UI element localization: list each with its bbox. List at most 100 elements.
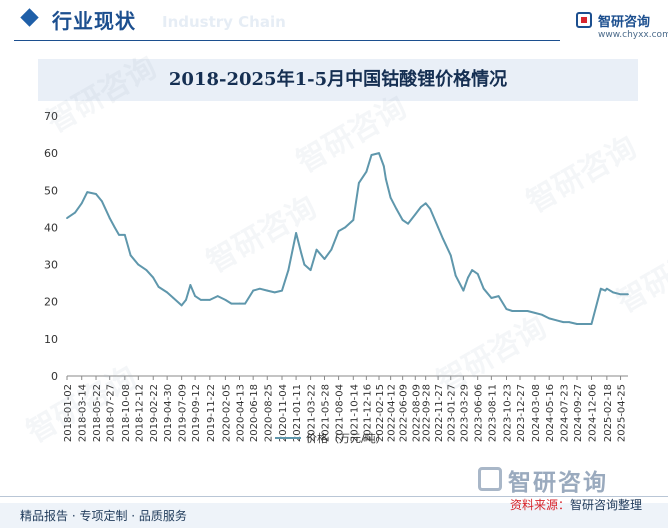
x-tick-label: 2021-10-14 bbox=[349, 384, 360, 442]
data-point bbox=[238, 302, 241, 305]
data-point bbox=[476, 272, 479, 275]
y-tick-label: 40 bbox=[44, 221, 58, 234]
footer-brand: 智研咨询 bbox=[508, 470, 608, 496]
x-tick-label: 2018-03-14 bbox=[78, 384, 89, 442]
data-point bbox=[157, 285, 160, 288]
data-point bbox=[424, 202, 427, 205]
data-point bbox=[208, 298, 211, 301]
data-point bbox=[86, 191, 89, 194]
x-tick-label: 2021-08-04 bbox=[335, 384, 346, 442]
data-point bbox=[429, 207, 432, 210]
data-point bbox=[599, 287, 602, 290]
data-point bbox=[101, 200, 103, 203]
data-point bbox=[189, 284, 192, 286]
brand-url: www.chyxx.com bbox=[598, 30, 668, 40]
data-point bbox=[123, 233, 126, 236]
x-tick-label: 2019-11-22 bbox=[206, 384, 217, 442]
x-tick-label: 2018-01-02 bbox=[63, 384, 74, 442]
data-point bbox=[471, 269, 473, 272]
data-point bbox=[315, 248, 318, 251]
chart-title: 2018-2025年1-5月中国钴酸锂价格情况 bbox=[168, 69, 508, 90]
x-tick-label: 2022-09-28 bbox=[422, 384, 433, 442]
x-tick-label: 2024-05-16 bbox=[545, 384, 556, 442]
data-point bbox=[526, 310, 529, 312]
data-point bbox=[389, 196, 392, 199]
data-point bbox=[401, 219, 404, 221]
data-point bbox=[180, 304, 183, 307]
data-point bbox=[216, 295, 219, 298]
x-tick-label: 2024-03-08 bbox=[531, 384, 542, 442]
data-point bbox=[145, 269, 148, 272]
brand-name: 智研咨询 bbox=[598, 15, 651, 30]
x-tick-label: 2021-05-28 bbox=[320, 384, 331, 442]
x-tick-label: 2019-09-12 bbox=[191, 384, 202, 442]
x-tick-label: 2023-12-27 bbox=[516, 384, 527, 442]
data-point bbox=[244, 302, 246, 305]
x-tick-label: 2024-12-06 bbox=[588, 384, 599, 442]
data-point bbox=[505, 308, 508, 311]
chart-title-band: 2018-2025年1-5月中国钴酸锂价格情况 bbox=[38, 59, 638, 101]
footer-band bbox=[0, 503, 668, 528]
data-point bbox=[437, 226, 439, 229]
data-point bbox=[627, 293, 629, 296]
data-point bbox=[152, 276, 155, 279]
y-tick-label: 50 bbox=[44, 184, 58, 197]
x-tick-label: 2020-11-04 bbox=[278, 384, 289, 442]
data-point bbox=[224, 298, 227, 301]
data-point bbox=[230, 302, 233, 305]
x-tick-label: 2018-12-12 bbox=[134, 384, 145, 442]
data-point bbox=[172, 297, 175, 299]
data-point bbox=[414, 213, 417, 216]
x-tick-label: 2021-12-16 bbox=[362, 384, 373, 442]
footer-tagline: 精品报告 · 专项定制 · 品质服务 bbox=[20, 509, 187, 523]
y-tick-label: 60 bbox=[44, 147, 58, 160]
footer-logo-icon bbox=[478, 467, 502, 491]
data-point bbox=[534, 311, 536, 314]
data-point bbox=[185, 298, 187, 301]
data-point bbox=[568, 321, 571, 324]
data-point bbox=[337, 230, 340, 233]
data-point bbox=[200, 298, 202, 301]
section-title: 行业现状 bbox=[52, 9, 136, 33]
data-point bbox=[80, 202, 83, 205]
data-point bbox=[108, 217, 111, 220]
source-value: 智研咨询整理 bbox=[570, 498, 643, 512]
x-tick-label: 2018-10-08 bbox=[121, 384, 132, 442]
data-point bbox=[612, 291, 614, 294]
data-point bbox=[266, 289, 269, 292]
footer-divider bbox=[0, 496, 668, 497]
x-tick-label: 2022-11-27 bbox=[434, 384, 445, 442]
x-tick-label: 2023-06-06 bbox=[474, 384, 485, 442]
data-point bbox=[540, 313, 543, 316]
data-point bbox=[330, 248, 333, 251]
data-point bbox=[462, 289, 465, 292]
data-point bbox=[252, 289, 255, 292]
data-point bbox=[511, 310, 514, 312]
data-point bbox=[273, 291, 276, 294]
data-point bbox=[449, 254, 452, 257]
x-tick-label: 2024-09-27 bbox=[573, 384, 584, 442]
data-point bbox=[129, 254, 132, 257]
data-point bbox=[555, 319, 558, 322]
x-tick-label: 2021-01-11 bbox=[292, 384, 303, 442]
x-tick-label: 2023-08-11 bbox=[487, 384, 498, 442]
data-point bbox=[467, 276, 469, 279]
data-point bbox=[490, 297, 493, 299]
x-tick-label: 2022-02-15 bbox=[375, 384, 386, 442]
x-tick-label: 2018-05-22 bbox=[92, 384, 103, 442]
data-point bbox=[419, 206, 422, 208]
data-point bbox=[605, 287, 608, 290]
data-point bbox=[74, 211, 76, 214]
x-tick-label: 2022-08-09 bbox=[411, 384, 422, 442]
data-point bbox=[384, 178, 387, 181]
data-point bbox=[482, 287, 485, 290]
y-tick-label: 10 bbox=[44, 333, 58, 346]
data-point bbox=[344, 226, 347, 229]
section-ghost-text: Industry Chain bbox=[162, 13, 286, 31]
x-tick-label: 2019-04-30 bbox=[163, 384, 174, 442]
x-tick-label: 2019-07-09 bbox=[178, 384, 189, 442]
source-note: 资料来源：智研咨询整理 bbox=[510, 496, 642, 513]
data-point bbox=[519, 310, 521, 312]
x-tick-label: 2018-07-27 bbox=[106, 384, 117, 442]
data-point bbox=[300, 252, 303, 255]
